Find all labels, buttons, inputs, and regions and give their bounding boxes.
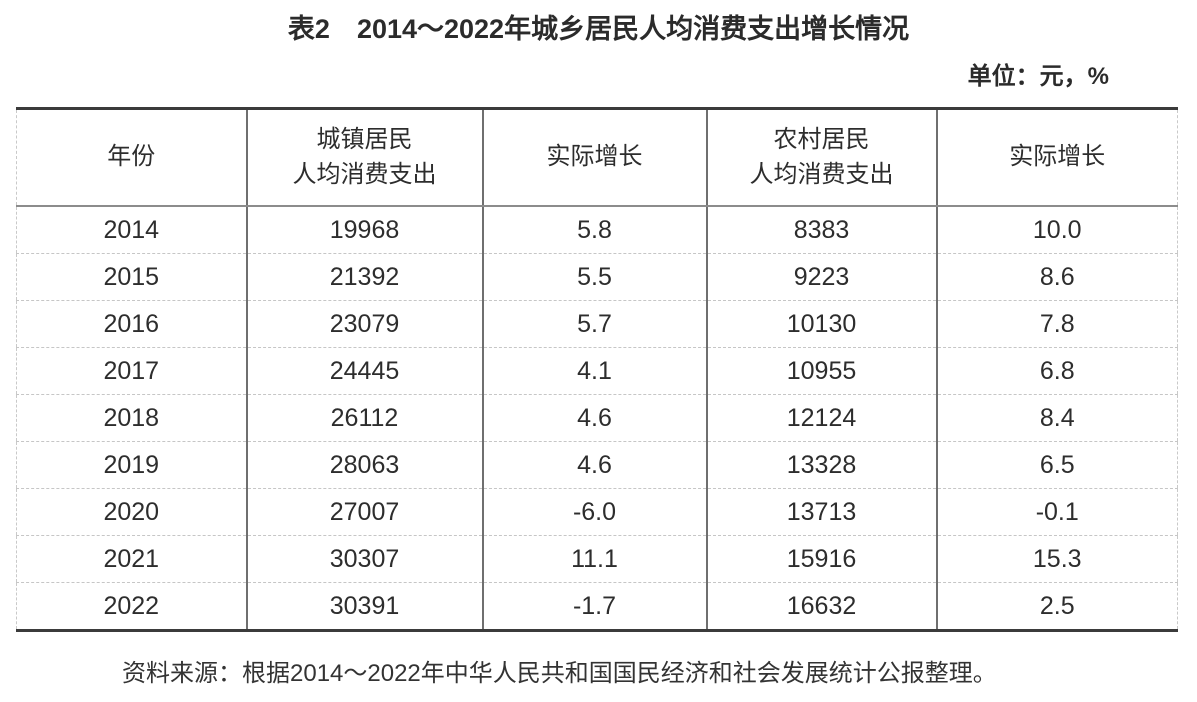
cell-urban-growth: 5.7 (481, 300, 707, 348)
cell-urban-growth: 4.1 (481, 347, 707, 395)
cell-urban-growth: -6.0 (481, 488, 707, 536)
table-row: 2019 28063 4.6 13328 6.5 (16, 441, 1178, 489)
consumption-expenditure-table: 年份 城镇居民 人均消费支出 实际增长 农村居民 人均消费支出 实际增长 201… (16, 107, 1178, 633)
cell-urban-growth: 4.6 (481, 441, 707, 489)
col-header-urban-real-growth: 实际增长 (481, 108, 707, 208)
cell-urban-expenditure: 30391 (245, 582, 483, 631)
cell-urban-expenditure: 30307 (245, 535, 483, 583)
cell-urban-expenditure: 28063 (245, 441, 483, 489)
cell-urban-growth: 4.6 (481, 394, 707, 442)
cell-rural-expenditure: 13713 (705, 488, 937, 536)
cell-year: 2014 (103, 215, 160, 244)
cell-urban-expenditure: 21392 (245, 253, 483, 301)
cell-rural-growth: 2.5 (935, 582, 1178, 631)
table-header-row: 年份 城镇居民 人均消费支出 实际增长 农村居民 人均消费支出 实际增长 (16, 108, 1178, 208)
cell-rural-growth: 6.8 (935, 347, 1178, 395)
cell-urban-growth: 11.1 (481, 535, 707, 583)
table-row: 2020 27007 -6.0 13713 -0.1 (16, 488, 1178, 536)
cell-rural-expenditure: 10955 (705, 347, 937, 395)
col-header-rural-expenditure: 农村居民 人均消费支出 (705, 108, 937, 208)
source-note: 资料来源：根据2014～2022年中华人民共和国国民经济和社会发展统计公报整理。 (122, 660, 997, 688)
cell-year: 2015 (16, 253, 247, 301)
table-row: 2018 26112 4.6 12124 8.4 (16, 394, 1178, 442)
table-row: 2015 21392 5.5 9223 8.6 (16, 253, 1178, 301)
table-header-row: 年份 城镇居民 人均消费支出 实际增长 农村居民 人均消费支出 实际增长 (16, 108, 1178, 208)
cell-rural-growth: 10.0 (935, 206, 1178, 254)
cell-urban-expenditure: 27007 (245, 488, 483, 536)
cell-rural-growth: 8.6 (935, 253, 1178, 301)
table-body: 2014 19968 5.8 8383 10.0 2015 21392 5.5 … (16, 206, 1178, 631)
cell-urban-growth: 5.8 (481, 206, 707, 254)
cell-year: 2017 (16, 347, 247, 395)
cell-year: 2018 (16, 394, 247, 442)
cell-rural-growth: 7.8 (935, 300, 1178, 348)
cell-rural-expenditure: 8383 (705, 206, 937, 254)
cell-urban-expenditure: 19968 (245, 206, 483, 254)
cell-year: 2019 (16, 441, 247, 489)
cell-rural-growth: 6.5 (935, 441, 1178, 489)
table-row: 2016 23079 5.7 10130 7.8 (16, 300, 1178, 348)
cell-rural-expenditure: 15916 (705, 535, 937, 583)
table-title: 表2 2014～2022年城乡居民人均消费支出增长情况 (287, 14, 910, 44)
table-row: 2021 30307 11.1 15916 15.3 (16, 535, 1178, 583)
table-row: 2014 19968 5.8 8383 10.0 (17, 206, 1178, 254)
cell-year: 2022 (16, 582, 247, 631)
col-header-year: 年份 (16, 108, 247, 208)
cell-urban-growth: 5.5 (481, 253, 707, 301)
cell-year: 2020 (16, 488, 247, 536)
unit-note: 单位：元，% (967, 63, 1109, 91)
cell-rural-growth: 15.3 (935, 535, 1178, 583)
cell-year: 2021 (16, 535, 247, 583)
table-row: 2022 30391 -1.7 16632 2.5 (16, 582, 1178, 631)
cell-rural-expenditure: 13328 (705, 441, 937, 489)
cell-year: 2016 (16, 300, 247, 348)
col-header-rural-real-growth: 实际增长 (935, 108, 1178, 208)
cell-urban-expenditure: 24445 (245, 347, 483, 395)
cell-rural-expenditure: 16632 (705, 582, 937, 631)
cell-urban-expenditure: 26112 (245, 394, 483, 442)
cell-urban-growth: -1.7 (481, 582, 707, 631)
cell-rural-expenditure: 9223 (705, 253, 937, 301)
col-header-urban-expenditure: 城镇居民 人均消费支出 (245, 108, 483, 208)
cell-rural-growth: -0.1 (935, 488, 1178, 536)
cell-rural-expenditure: 10130 (705, 300, 937, 348)
cell-rural-growth: 8.4 (935, 394, 1178, 442)
cell-rural-expenditure: 12124 (705, 394, 937, 442)
table-row: 2017 24445 4.1 10955 6.8 (16, 347, 1178, 395)
cell-urban-expenditure: 23079 (245, 300, 483, 348)
